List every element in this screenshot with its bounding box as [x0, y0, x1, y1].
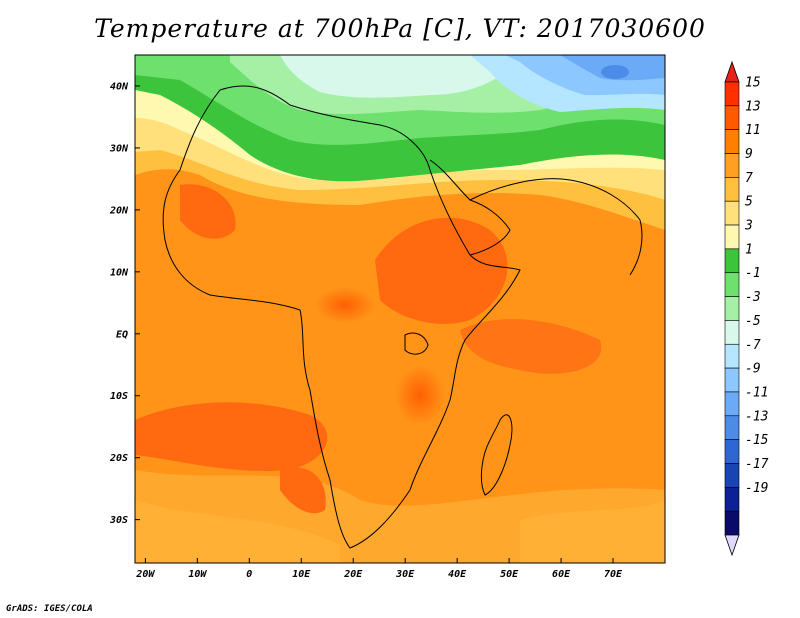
temperature-field [135, 55, 665, 563]
colorbar-swatch-4 [724, 177, 740, 202]
colorbar-label-2: 11 [745, 123, 761, 138]
latitude-ticks [135, 85, 140, 521]
lon-label-0: 20W [135, 569, 155, 580]
colorbar-swatch-15 [724, 439, 740, 464]
colorbar-swatch-11 [724, 343, 740, 369]
colorbar-swatch-0 [724, 81, 740, 107]
colorbar-label-4: 7 [745, 171, 753, 186]
lat-label-0: 40N [110, 81, 129, 92]
lat-label-4: EQ [116, 329, 128, 340]
colorbar-label-7: 1 [745, 242, 753, 257]
colorbar-label-14: -13 [745, 409, 768, 424]
colorbar-swatch-13 [724, 391, 740, 417]
colorbar: 15 13 11 9 7 5 3 1 -1 -3 -5 -7 -9 -11 -13 -15 -17 -19 [724, 60, 769, 557]
map-title: Temperature at 700hPa [C], VT: 201703060… [94, 14, 706, 43]
colorbar-top-arrow [724, 60, 740, 83]
colorbar-label-15: -15 [745, 433, 769, 448]
colorbar-swatch-5 [724, 200, 740, 226]
lon-label-3: 10E [292, 569, 311, 580]
colorbar-label-0: 15 [745, 76, 761, 91]
colorbar-swatch-6 [724, 224, 740, 250]
latitude-labels: 40N 30N 20N 10N EQ 10S 20S 30S [109, 81, 129, 526]
lat-label-7: 30S [109, 515, 128, 526]
lon-label-7: 50E [500, 569, 519, 580]
colorbar-swatch-14 [724, 415, 740, 440]
colorbar-swatch-9 [724, 296, 740, 321]
lon-label-1: 10W [188, 569, 207, 580]
colorbar-label-13: -11 [745, 385, 768, 400]
lat-label-2: 20N [109, 205, 129, 216]
longitude-labels: 20W 10W 0 10E 20E 30E 40E 50E 60E 70E [135, 569, 623, 580]
colorbar-label-8: -1 [745, 266, 761, 281]
credit-text: GrADS: IGES/COLA [6, 604, 93, 614]
colorbar-label-1: 13 [745, 99, 761, 114]
colorbar-swatch-18 [724, 510, 740, 536]
colorbar-label-12: -9 [745, 362, 761, 377]
colorbar-label-3: 9 [745, 147, 753, 162]
colorbar-swatch-2 [724, 129, 740, 154]
colorbar-swatch-3 [724, 153, 740, 178]
lat-label-6: 20S [109, 453, 128, 464]
colorbar-label-9: -3 [745, 290, 761, 305]
lat-label-5: 10S [110, 391, 128, 402]
plot-frame [134, 54, 666, 564]
colorbar-bottom-arrow [724, 534, 740, 557]
colorbar-swatch-1 [724, 105, 740, 130]
lat-label-1: 30N [109, 143, 129, 154]
colorbar-label-11: -7 [745, 338, 761, 353]
lon-label-6: 40E [448, 569, 467, 580]
lat-label-3: 10N [110, 267, 129, 278]
colorbar-swatch-10 [724, 320, 740, 345]
colorbar-label-6: 3 [744, 219, 753, 234]
colorbar-label-5: 5 [745, 195, 753, 210]
colorbar-label-17: -19 [745, 481, 768, 496]
colorbar-swatch-7 [724, 248, 740, 274]
colorbar-swatch-17 [724, 487, 740, 512]
longitude-ticks [144, 558, 614, 563]
colorbar-swatch-8 [724, 272, 740, 297]
lon-label-9: 70E [604, 569, 623, 580]
colorbar-swatch-12 [724, 367, 740, 393]
colorbar-label-10: -5 [745, 314, 761, 329]
lon-label-8: 60E [552, 569, 571, 580]
lon-label-2: 0 [246, 569, 252, 580]
colorbar-label-16: -17 [745, 457, 769, 472]
lon-label-5: 30E [395, 569, 415, 580]
lon-label-4: 20E [343, 569, 363, 580]
colorbar-swatch-16 [724, 463, 740, 488]
